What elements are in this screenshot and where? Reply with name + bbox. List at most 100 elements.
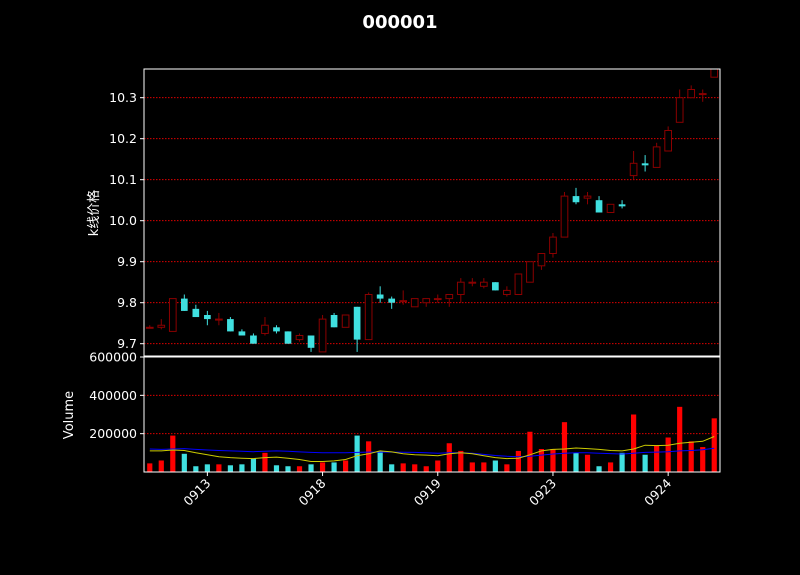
- volume-bar: [366, 441, 372, 472]
- price-grid: [144, 97, 720, 345]
- candle-body-up: [629, 162, 638, 177]
- volume-bar: [688, 441, 694, 472]
- price-y-tick-label: 9.8: [117, 295, 137, 310]
- candle-body-up: [503, 289, 511, 295]
- volume-bar: [527, 431, 533, 472]
- volume-moving-averages: [149, 436, 715, 462]
- volume-bar: [389, 464, 395, 472]
- volume-bar: [550, 449, 556, 472]
- volume-bar: [412, 464, 418, 472]
- volume-bar: [631, 414, 637, 472]
- volume-bar: [285, 466, 291, 472]
- candle-body-up: [664, 130, 673, 152]
- volume-axes-frame: [143, 356, 721, 473]
- volume-bar: [538, 449, 545, 472]
- volume-bar: [181, 453, 187, 472]
- volume-bar: [308, 464, 314, 472]
- candle-body-up: [468, 281, 477, 284]
- candle-body-down: [330, 315, 338, 328]
- volume-y-tick-label: 400000: [89, 388, 137, 403]
- price-y-tick-label: 10.3: [109, 90, 137, 105]
- candle-body-up: [675, 97, 684, 123]
- volume-bar: [469, 462, 475, 472]
- volume-y-ticks: 200000 400000 600000: [89, 350, 144, 441]
- price-y-ticks: 9.7 9.8 9.9 10.0 10.1 10.2 10.3: [109, 90, 144, 351]
- volume-bar: [239, 464, 245, 472]
- price-y-tick-label: 9.7: [117, 336, 137, 351]
- volume-bar: [596, 466, 602, 472]
- candle-body-up: [215, 318, 223, 321]
- candle-body-up: [537, 253, 546, 267]
- volume-bar: [250, 458, 257, 472]
- candle-body-up: [399, 300, 408, 303]
- volume-bar: [158, 460, 164, 472]
- volume-bar: [492, 460, 498, 472]
- candle-body-down: [492, 282, 499, 291]
- volume-bar: [481, 462, 487, 472]
- candle-body-down: [227, 319, 234, 332]
- volume-bar: [204, 464, 210, 472]
- candle-body-up: [583, 195, 592, 199]
- candle-body-up: [710, 68, 719, 78]
- volume-bar: [677, 406, 683, 472]
- volume-bar: [331, 462, 337, 472]
- volume-ma-long-line: [149, 447, 715, 458]
- volume-bar: [515, 450, 521, 472]
- candle-body-down: [353, 306, 361, 340]
- candle-body-down: [641, 163, 649, 166]
- volume-y-tick-label: 600000: [89, 350, 137, 365]
- candle-body-up: [157, 324, 166, 328]
- volume-bar: [377, 450, 383, 472]
- candle-body-up: [514, 273, 523, 295]
- volume-bar: [458, 450, 464, 472]
- volume-bar: [147, 463, 153, 472]
- price-axes-frame: [143, 68, 721, 357]
- volume-bar: [343, 460, 349, 472]
- price-y-tick-label: 10.2: [109, 131, 137, 146]
- candle-body-up: [479, 281, 488, 287]
- candle-body-up: [145, 326, 154, 329]
- candle-body-down: [376, 294, 384, 299]
- candle-body-up: [341, 314, 350, 328]
- volume-bar: [711, 418, 717, 472]
- volume-bar: [227, 465, 233, 472]
- volume-bar: [170, 435, 176, 472]
- candle-body-down: [284, 331, 292, 344]
- candle-body-up: [687, 89, 696, 99]
- candle-body-up: [410, 298, 419, 308]
- candle-body-up: [445, 294, 454, 300]
- volume-bar: [504, 464, 510, 472]
- volume-bar: [573, 452, 579, 472]
- candle-body-up: [318, 318, 327, 353]
- candle-body-up: [526, 261, 534, 283]
- volume-bar: [584, 454, 591, 472]
- volume-bars: [147, 406, 717, 472]
- volume-bar: [423, 466, 429, 472]
- candle-body-down: [250, 335, 257, 344]
- candle-body-up: [261, 324, 269, 334]
- chart-title: 000001: [362, 12, 437, 33]
- candle-body-up: [168, 298, 177, 332]
- candle-body-up: [364, 294, 373, 341]
- price-candles: [145, 68, 719, 353]
- volume-bar: [296, 466, 303, 472]
- candle-body-up: [422, 298, 431, 304]
- price-y-tick-label: 9.9: [117, 254, 137, 269]
- candle-body-down: [192, 308, 200, 318]
- volume-bar: [607, 462, 614, 472]
- candle-body-down: [595, 200, 603, 213]
- candle-body-down: [238, 331, 246, 336]
- candle-body-down: [572, 196, 580, 203]
- candle-body-up: [652, 146, 661, 168]
- volume-y-tick-label: 200000: [89, 426, 137, 441]
- candle-body-up: [560, 195, 569, 238]
- candle-body-up: [698, 93, 707, 96]
- price-y-axis-label: k线价格: [86, 190, 102, 237]
- price-panel: 9.7 9.8 9.9 10.0 10.1 10.2 10.3 k线价格: [86, 68, 721, 357]
- candle-body-up: [606, 203, 615, 214]
- candle-body-down: [180, 298, 188, 311]
- volume-bar: [642, 454, 648, 472]
- volume-bar: [561, 422, 568, 472]
